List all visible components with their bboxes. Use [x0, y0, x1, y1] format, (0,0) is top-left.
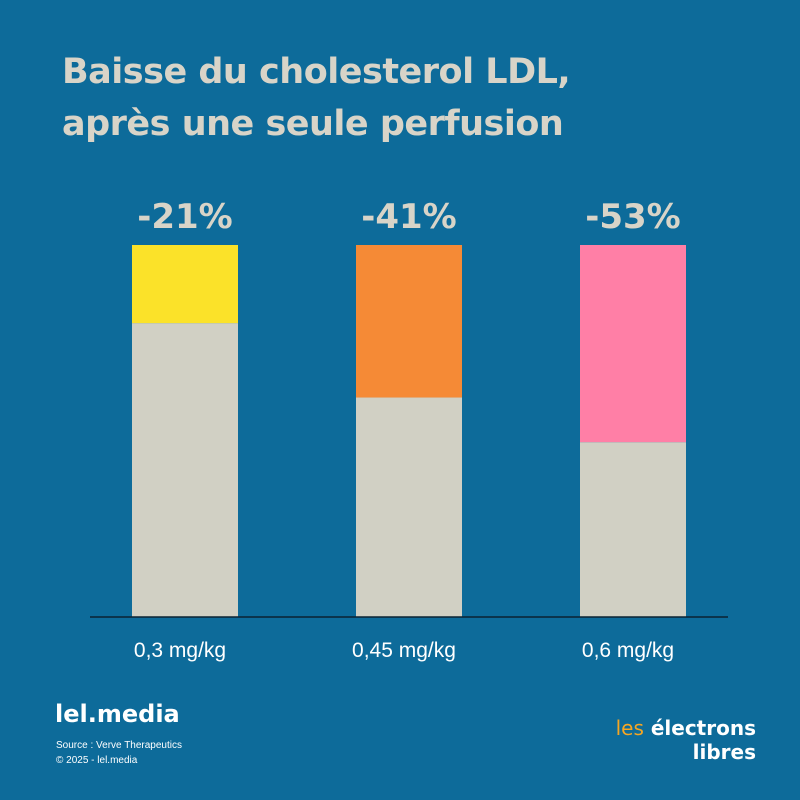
category-label-2: 0,45 mg/kg: [352, 639, 456, 662]
logo-word-libres: libres: [692, 740, 756, 764]
source-note: Source : Verve Therapeutics: [56, 740, 182, 751]
category-label-1: 0,3 mg/kg: [134, 639, 226, 662]
reduction-label-1: -21%: [137, 197, 233, 237]
brand-name: lel.media: [55, 700, 180, 728]
logo-word-electrons: électrons: [650, 716, 756, 740]
reduction-label-3: -53%: [585, 197, 681, 237]
bar-reduction-2: [356, 245, 462, 398]
bar-reduction-1: [132, 245, 238, 324]
bar-remaining-1: [132, 323, 238, 617]
category-label-3: 0,6 mg/kg: [582, 639, 674, 662]
copyright-note: © 2025 - lel.media: [56, 755, 138, 766]
chart-title: Baisse du cholesterol LDL, après une seu…: [62, 46, 752, 150]
chart-title-line-2: après une seule perfusion: [62, 104, 564, 144]
bar-remaining-2: [356, 397, 462, 617]
bar-remaining-3: [580, 442, 686, 617]
logo-word-les: les: [615, 716, 644, 740]
chart-title-line-1: Baisse du cholesterol LDL,: [62, 52, 571, 92]
bar-reduction-3: [580, 245, 686, 443]
publisher-logo: les électrons libres: [616, 716, 756, 764]
reduction-label-2: -41%: [361, 197, 457, 237]
